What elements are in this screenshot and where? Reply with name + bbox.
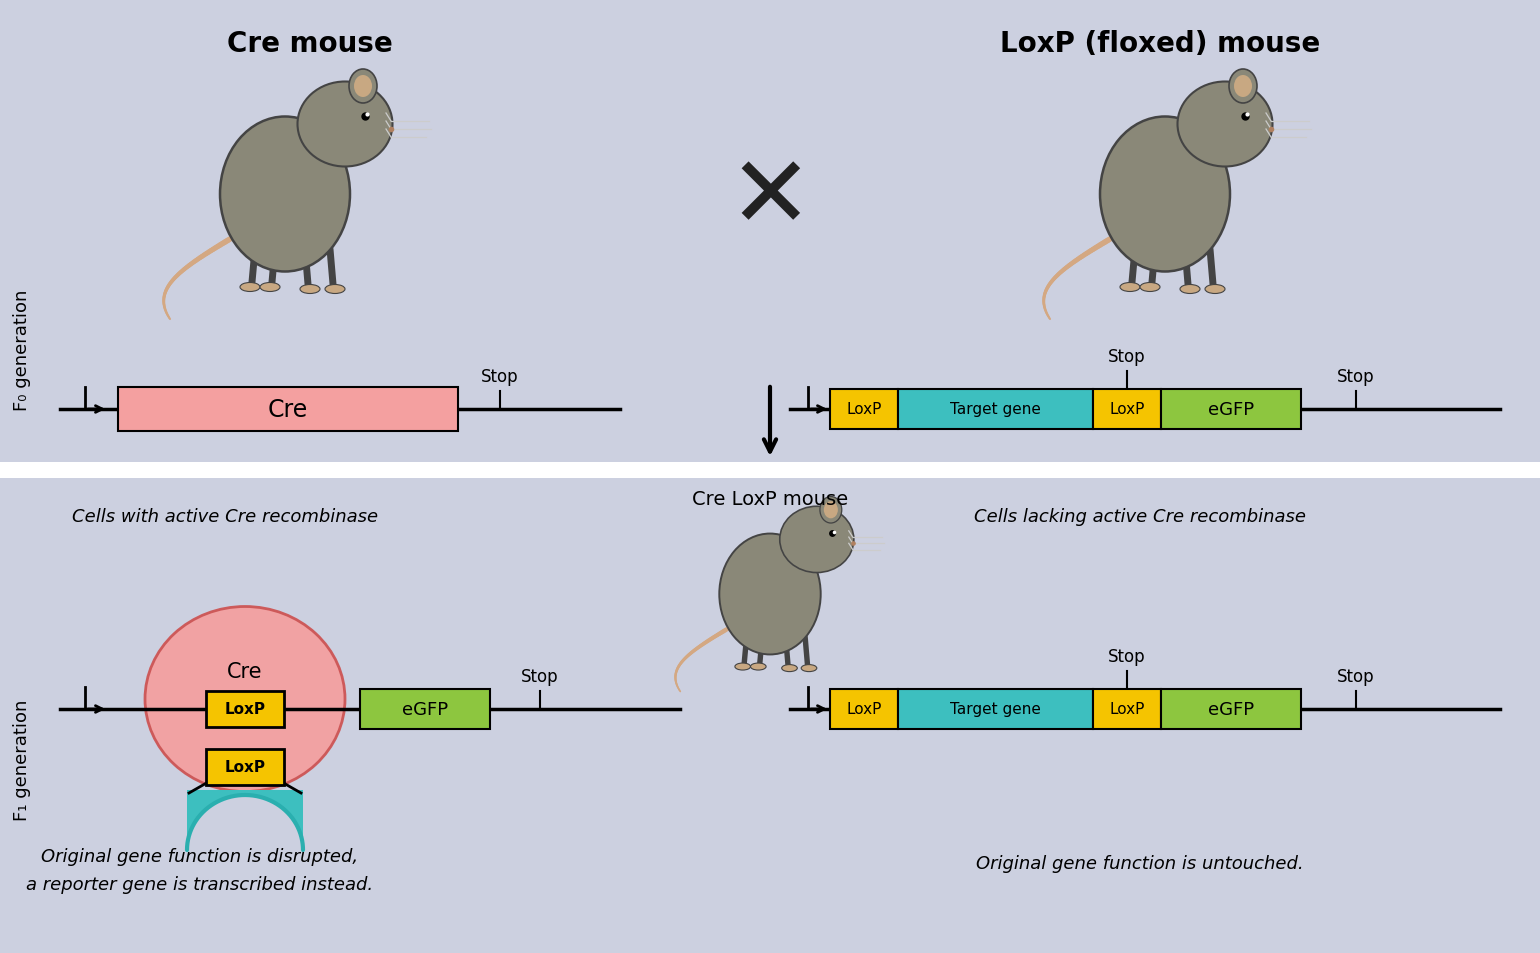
Ellipse shape: [801, 665, 816, 672]
Ellipse shape: [719, 534, 821, 655]
Text: Cells lacking active Cre recombinase: Cells lacking active Cre recombinase: [973, 507, 1306, 525]
Ellipse shape: [1204, 285, 1224, 294]
FancyBboxPatch shape: [1093, 390, 1161, 430]
Ellipse shape: [779, 507, 853, 573]
Text: ✕: ✕: [728, 152, 812, 248]
Text: Target gene: Target gene: [950, 701, 1041, 717]
Text: Cre LoxP mouse: Cre LoxP mouse: [691, 490, 849, 509]
Ellipse shape: [824, 501, 838, 518]
Text: Stop: Stop: [480, 368, 519, 386]
Bar: [0, 462, 1540, 478]
Text: LoxP: LoxP: [1109, 402, 1144, 417]
FancyBboxPatch shape: [206, 749, 283, 785]
Ellipse shape: [1100, 117, 1230, 273]
Text: eGFP: eGFP: [1207, 700, 1254, 719]
FancyBboxPatch shape: [1093, 689, 1161, 729]
Ellipse shape: [1180, 285, 1200, 294]
Ellipse shape: [220, 117, 350, 273]
Text: Original gene function is disrupted,: Original gene function is disrupted,: [42, 847, 359, 865]
FancyBboxPatch shape: [1161, 390, 1301, 430]
FancyBboxPatch shape: [360, 689, 490, 729]
Text: F₁ generation: F₁ generation: [12, 699, 31, 820]
Text: LoxP: LoxP: [225, 701, 265, 717]
Ellipse shape: [300, 285, 320, 294]
Ellipse shape: [145, 607, 345, 792]
Text: LoxP: LoxP: [847, 701, 882, 717]
Ellipse shape: [1229, 70, 1257, 104]
Text: LoxP: LoxP: [847, 402, 882, 417]
FancyBboxPatch shape: [830, 390, 898, 430]
Text: Target gene: Target gene: [950, 402, 1041, 417]
Ellipse shape: [354, 76, 373, 98]
Text: LoxP: LoxP: [225, 760, 265, 775]
Text: F₀ generation: F₀ generation: [12, 289, 31, 410]
Ellipse shape: [260, 283, 280, 293]
Ellipse shape: [1178, 82, 1272, 168]
FancyBboxPatch shape: [1161, 689, 1301, 729]
Text: eGFP: eGFP: [402, 700, 448, 719]
Text: Cre: Cre: [268, 397, 308, 421]
Ellipse shape: [782, 665, 798, 672]
Ellipse shape: [1234, 76, 1252, 98]
Ellipse shape: [1120, 283, 1140, 293]
FancyBboxPatch shape: [830, 689, 898, 729]
Text: Cre: Cre: [228, 661, 263, 681]
Text: a reporter gene is transcribed instead.: a reporter gene is transcribed instead.: [26, 875, 374, 893]
Ellipse shape: [325, 285, 345, 294]
Text: Cre mouse: Cre mouse: [226, 30, 393, 58]
Ellipse shape: [819, 497, 842, 523]
Ellipse shape: [350, 70, 377, 104]
Text: Cells with active Cre recombinase: Cells with active Cre recombinase: [72, 507, 377, 525]
Ellipse shape: [735, 663, 750, 670]
Text: Stop: Stop: [1337, 368, 1375, 386]
FancyBboxPatch shape: [206, 691, 283, 727]
Text: Stop: Stop: [1109, 647, 1146, 665]
Text: Stop: Stop: [1337, 667, 1375, 685]
Ellipse shape: [750, 663, 765, 670]
FancyBboxPatch shape: [898, 390, 1093, 430]
FancyBboxPatch shape: [898, 689, 1093, 729]
Text: Original gene function is untouched.: Original gene function is untouched.: [976, 854, 1304, 872]
Ellipse shape: [240, 283, 260, 293]
FancyBboxPatch shape: [119, 388, 457, 432]
Text: LoxP (floxed) mouse: LoxP (floxed) mouse: [999, 30, 1320, 58]
Ellipse shape: [1140, 283, 1160, 293]
Text: eGFP: eGFP: [1207, 400, 1254, 418]
Text: Stop: Stop: [521, 667, 559, 685]
Text: LoxP: LoxP: [1109, 701, 1144, 717]
Text: Stop: Stop: [1109, 348, 1146, 366]
Ellipse shape: [297, 82, 393, 168]
